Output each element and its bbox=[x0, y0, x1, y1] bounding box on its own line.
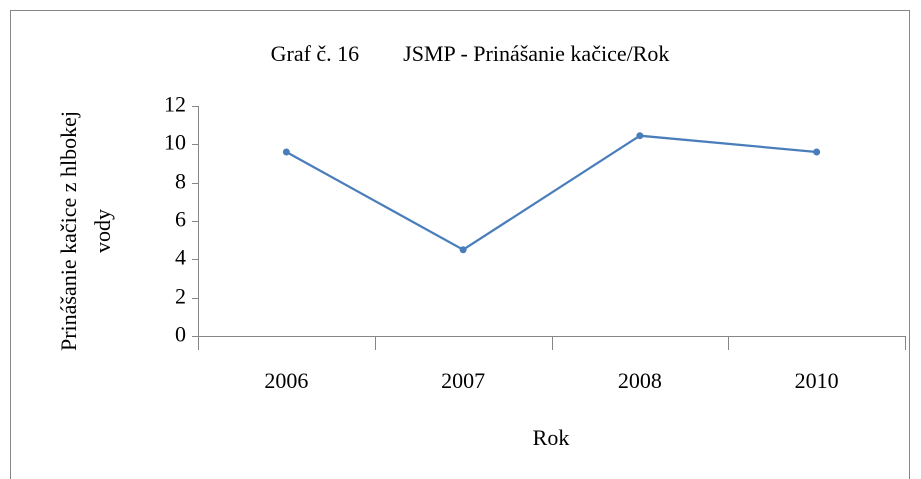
x-tick-label: 2010 bbox=[795, 368, 839, 393]
y-tick-label: 6 bbox=[175, 207, 186, 232]
point bbox=[282, 148, 290, 156]
point bbox=[636, 132, 644, 140]
x-axis-label: Rok bbox=[533, 425, 570, 450]
point bbox=[813, 148, 821, 156]
point bbox=[459, 246, 467, 254]
x-tick-label: 2006 bbox=[264, 368, 308, 393]
y-tick-label: 4 bbox=[175, 245, 186, 270]
y-tick-label: 2 bbox=[175, 284, 186, 309]
x-tick-label: 2007 bbox=[441, 368, 485, 393]
chart-frame bbox=[10, 10, 910, 479]
x-tick-label: 2008 bbox=[618, 368, 662, 393]
y-tick-label: 12 bbox=[164, 92, 186, 117]
y-tick-label: 10 bbox=[164, 130, 186, 155]
y-axis-label: Prinášanie kačice z hlbokej vody bbox=[56, 111, 115, 351]
y-tick-label: 8 bbox=[175, 169, 186, 194]
y-tick-label: 0 bbox=[175, 322, 186, 347]
chart-title: Graf č. 16 JSMP - Prinášanie kačice/Rok bbox=[271, 41, 670, 66]
line bbox=[285, 134, 817, 252]
